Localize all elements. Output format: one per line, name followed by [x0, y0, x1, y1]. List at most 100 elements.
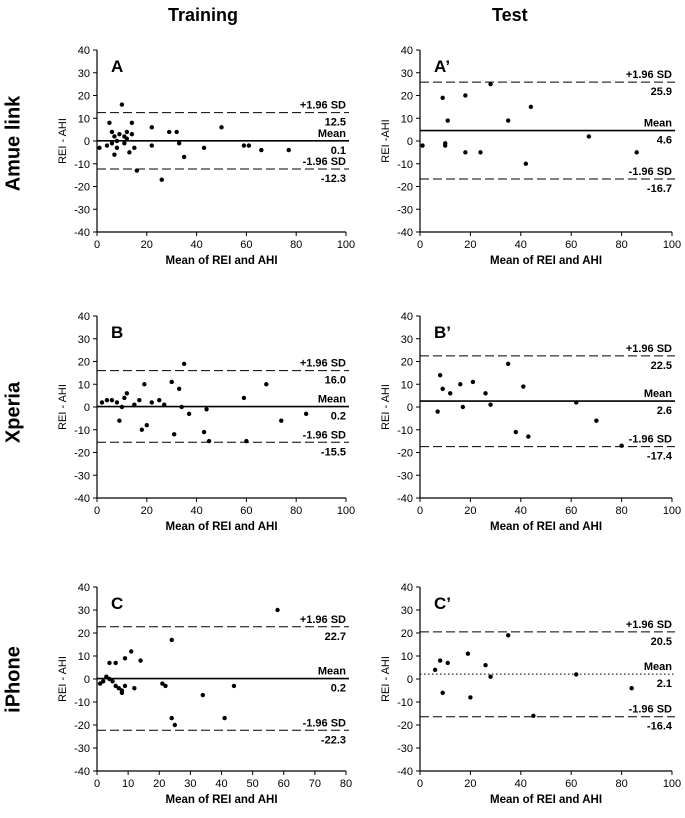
panel-6-data-point [506, 633, 511, 638]
panel-1-y-tick-label: 20 [78, 91, 90, 103]
panel-6-data-point [574, 672, 579, 677]
panel-5-y-tick-label: -40 [74, 766, 90, 778]
panel-5-x-tick-label: 0 [94, 778, 100, 790]
panel-2-x-tick-label: 80 [615, 239, 627, 251]
panel-5-data-point [113, 683, 118, 689]
panel-1-x-tick-label: 60 [240, 239, 252, 251]
panel-4-data-point [437, 372, 443, 378]
panel-5-data-point [107, 660, 112, 666]
panel-6-mean-label: Mean [644, 661, 672, 673]
panel-3-data-point [176, 386, 182, 391]
panel-5-y-tick-label: 20 [78, 628, 90, 640]
panel-3-x-tick-label: 40 [190, 505, 202, 517]
panel-2-data-point [440, 95, 445, 100]
panel-2-x-tick-label: 60 [565, 239, 577, 251]
panel-1-data-point [219, 125, 224, 130]
panel-4-data-point [594, 418, 599, 423]
panel-1-upper-limit-label: +1.96 SD [300, 100, 346, 112]
panel-3-upper-limit-label: +1.96 SD [300, 358, 346, 370]
panel-5-data-point [138, 658, 143, 663]
panel-2-data-point [523, 161, 529, 166]
panel-5-data-point [169, 715, 174, 721]
panel-3-data-point [119, 404, 125, 410]
panel-2-y-tick-label: 0 [407, 136, 413, 148]
panel-5-x-tick-label: 10 [122, 778, 134, 790]
panel-1-y-tick-label: 40 [78, 45, 90, 57]
panel-4-x-tick-label: 0 [417, 505, 423, 517]
panel-3-y-tick-label: 0 [84, 402, 90, 414]
panel-2-data-point [463, 150, 468, 155]
panel-5-data-point [200, 692, 206, 698]
panel-4-data-point [488, 402, 493, 407]
panel-2-y-tick-label: -30 [397, 204, 413, 216]
panel-5-x-tick-label: 30 [184, 778, 196, 790]
panel-4-y-tick-label: -40 [397, 493, 413, 505]
panel-2-y-axis-title: REI -AHI [380, 119, 392, 162]
panel-2-upper-limit-label: +1.96 SD [626, 69, 672, 81]
panel-4-data-point [513, 429, 518, 435]
panel-1-data-point [127, 150, 132, 155]
panel-3-data-point [139, 427, 145, 432]
panel-1-data-point [112, 152, 117, 157]
panel-6-y-tick-label: -20 [397, 720, 413, 732]
panel-4-data-point [619, 443, 624, 448]
panel-1-data-point [119, 102, 125, 107]
panel-3-y-tick-label: -40 [74, 493, 90, 505]
panel-6-lower-limit-label: -1.96 SD [629, 704, 672, 716]
panel-2-y-tick-label: 30 [401, 68, 413, 80]
panel-2-lower-limit-label: -1.96 SD [629, 166, 672, 178]
panel-3-data-point [132, 402, 137, 407]
panel-5-data-point [169, 637, 174, 643]
panel-5-data-point [231, 683, 237, 689]
panel-4-data-point [440, 386, 445, 391]
panel-6-y-tick-label: 0 [407, 674, 413, 686]
panel-1-x-tick-label: 80 [290, 239, 302, 251]
panel-6-y-tick-label: 30 [401, 605, 413, 617]
panel-6-x-tick-label: 60 [565, 778, 577, 790]
panel-5-mean-label: Mean [318, 666, 346, 678]
panel-3-data-point [303, 411, 309, 417]
panel-3-y-tick-label: -30 [74, 470, 90, 482]
panel-5-data-point [160, 681, 165, 686]
panel-3-data-point [142, 382, 147, 387]
panel-4-x-tick-label: 100 [663, 505, 681, 517]
panel-3-data-point [279, 418, 284, 423]
panel-3-data-point [201, 429, 207, 435]
panel-5-y-tick-label: -10 [74, 697, 90, 709]
panel-6-y-tick-label: -30 [397, 743, 413, 755]
panel-3-data-point [181, 361, 187, 366]
panel-4-data-point [574, 400, 579, 405]
panel-2-x-tick-label: 20 [464, 239, 476, 251]
panel-3-y-tick-label: 20 [78, 357, 90, 369]
panel-4-y-tick-label: -10 [397, 425, 413, 437]
panel-3-lower-limit-label: -1.96 SD [303, 429, 346, 441]
panel-6-y-tick-label: -10 [397, 697, 413, 709]
panel-1-data-point [159, 177, 164, 182]
panel-5-data-point [275, 607, 280, 613]
panel-4-data-point [435, 409, 440, 414]
panel-2-data-point [463, 93, 468, 98]
panel-1-x-tick-label: 40 [190, 239, 202, 251]
panel-2-y-tick-label: -20 [397, 182, 413, 194]
panel-4-y-tick-label: 20 [401, 357, 413, 369]
panel-4-x-axis-title: Mean of REI and AHI [490, 521, 602, 533]
panel-3-data-point [171, 432, 177, 437]
panel-1-letter: A [111, 57, 123, 76]
panel-6-y-tick-label: 20 [401, 628, 413, 640]
panel-1-data-point [201, 145, 207, 151]
panel-2-y-tick-label: -10 [397, 159, 413, 171]
panel-3-y-tick-label: -20 [74, 448, 90, 460]
panel-2-lower-limit-value: -16.7 [647, 183, 672, 195]
panel-6-data-point [465, 651, 471, 656]
panel-4-x-tick-label: 20 [464, 505, 476, 517]
panel-2-x-tick-label: 40 [515, 239, 527, 251]
panel-6-y-tick-label: -40 [397, 766, 413, 778]
panel-5-data-point [119, 688, 125, 693]
panel-6-y-tick-label: 40 [401, 582, 413, 594]
panel-3-y-tick-label: 10 [78, 379, 90, 391]
panel-2-y-tick-label: 20 [401, 91, 413, 103]
panel-6-letter: C’ [434, 594, 451, 613]
panel-1-data-point [122, 141, 127, 146]
panel-3-x-tick-label: 80 [290, 505, 302, 517]
panel-6-mean-value: 2.1 [657, 678, 672, 690]
